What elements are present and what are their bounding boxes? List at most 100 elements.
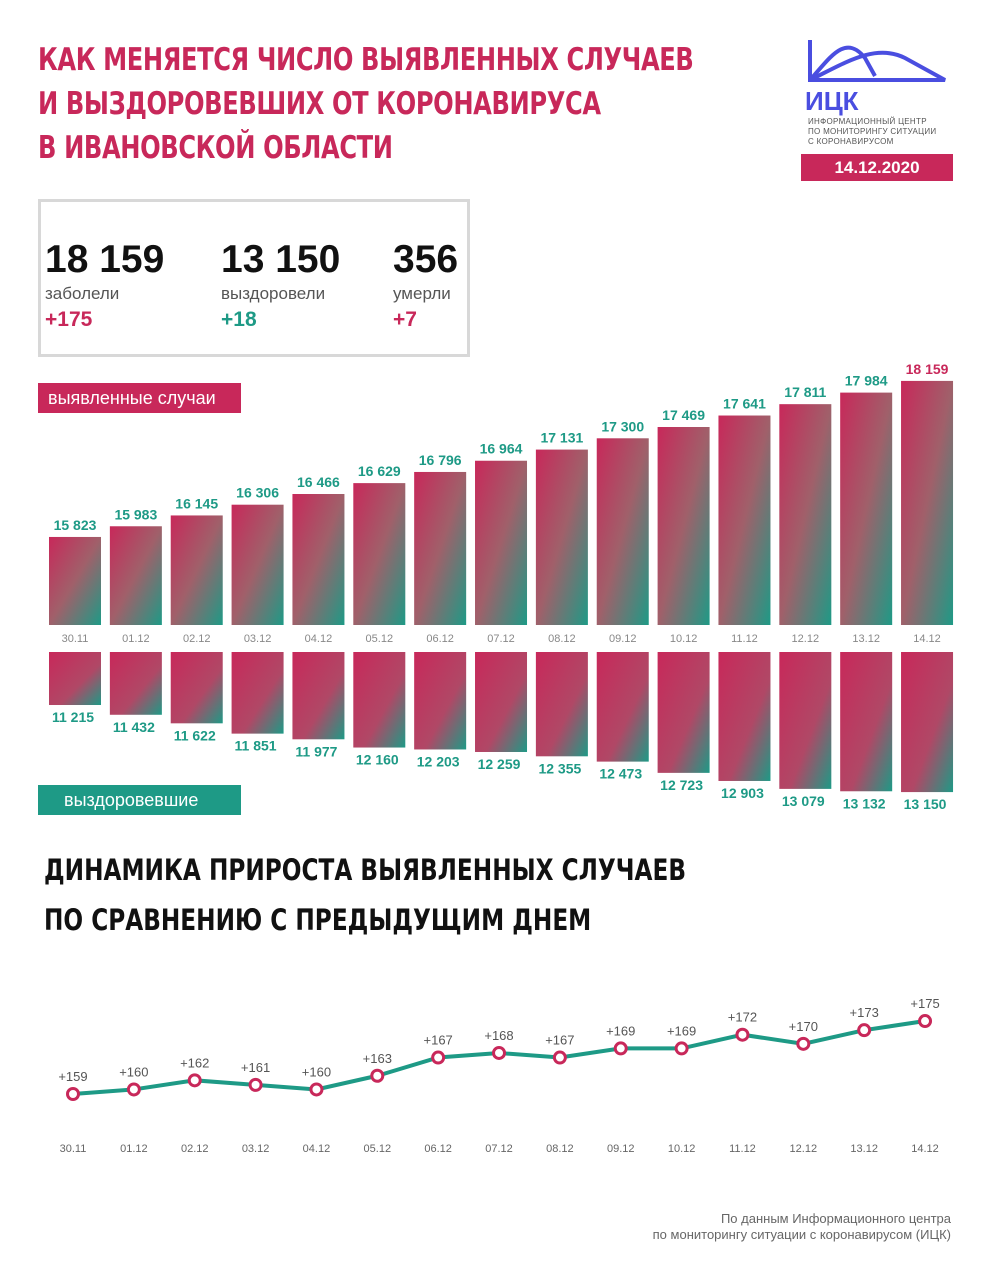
recovered-bar	[231, 652, 284, 734]
subtitle-line: ПО СРАВНЕНИЮ С ПРЕДЫДУЩИМ ДНЕМ	[44, 903, 592, 937]
date-tick: 30.11	[62, 633, 89, 645]
cases-bar-label: 17 469	[662, 407, 705, 423]
growth-label: +168	[484, 1028, 513, 1043]
recovered-bar-label: 11 432	[113, 719, 155, 735]
growth-date-tick: 13.12	[850, 1143, 878, 1155]
recovered-bar	[292, 652, 345, 740]
cases-bar-label: 16 145	[175, 495, 218, 511]
date-tick: 14.12	[913, 633, 941, 645]
growth-point	[918, 1014, 933, 1029]
cases-bar	[231, 504, 284, 625]
recovered-bar	[901, 652, 954, 793]
stat-label: умерли	[393, 284, 451, 303]
recovered-bar-label: 12 473	[599, 766, 642, 782]
cases-bar-label: 17 300	[601, 418, 644, 434]
date-tick: 02.12	[183, 633, 211, 645]
stats-box: 18 159 заболели +175 13 150 выздоровели …	[38, 199, 470, 357]
growth-date-tick: 11.12	[729, 1143, 756, 1155]
recovered-bar-label: 12 203	[417, 753, 460, 769]
cases-bar-label: 17 131	[540, 430, 583, 446]
growth-label: +162	[180, 1055, 209, 1070]
cases-bar	[353, 483, 406, 625]
stat-value: 18 159	[45, 238, 165, 281]
cases-bar	[901, 380, 954, 625]
recovered-bar	[657, 652, 710, 773]
source-note: По данным Информационного центра по мони…	[653, 1211, 951, 1243]
growth-point	[370, 1068, 385, 1083]
growth-point	[796, 1036, 811, 1051]
date-tick: 13.12	[852, 633, 880, 645]
cases-bar	[292, 494, 345, 625]
cases-bar-label: 17 984	[845, 373, 888, 389]
growth-point	[735, 1027, 750, 1042]
line-chart-title: ДИНАМИКА ПРИРОСТА ВЫЯВЛЕННЫХ СЛУЧАЕВ ПО …	[44, 845, 686, 945]
cases-bar-label: 16 796	[419, 452, 462, 468]
recovered-bar-label: 12 259	[478, 756, 521, 772]
date-tick: 11.12	[731, 633, 758, 645]
growth-label: +175	[910, 996, 939, 1011]
growth-date-tick: 09.12	[607, 1143, 635, 1155]
stat-delta: +7	[393, 308, 417, 331]
growth-date-tick: 05.12	[364, 1143, 392, 1155]
cases-bar	[414, 471, 467, 625]
cases-bar	[475, 460, 528, 625]
cases-bar-label: 16 466	[297, 474, 340, 490]
recovered-bar-label: 11 622	[174, 727, 216, 743]
recovered-bar-label: 12 723	[660, 777, 703, 793]
recovered-bar	[535, 652, 588, 757]
growth-date-tick: 07.12	[485, 1143, 513, 1155]
recovered-bar	[718, 652, 771, 781]
cases-bar-label: 16 306	[236, 485, 279, 501]
growth-date-tick: 08.12	[546, 1143, 574, 1155]
stat-deaths: 356 умерли +7	[393, 238, 458, 332]
recovered-bar-label: 13 079	[782, 793, 825, 809]
stat-label: заболели	[45, 284, 120, 303]
growth-date-tick: 04.12	[303, 1143, 331, 1155]
recovered-bar-label: 13 132	[843, 795, 886, 811]
recovered-bar	[779, 652, 832, 789]
title-line: И ВЫЗДОРОВЕВШИХ ОТ КОРОНАВИРУСА	[38, 86, 601, 122]
cases-bar	[49, 536, 101, 625]
date-tick: 05.12	[366, 633, 394, 645]
recovered-bar	[840, 652, 893, 792]
date-badge: 14.12.2020	[801, 154, 953, 181]
cases-bar	[718, 415, 771, 625]
cases-bar	[657, 427, 710, 625]
date-tick: 04.12	[305, 633, 333, 645]
recovered-bar	[109, 652, 162, 715]
growth-date-tick: 03.12	[242, 1143, 270, 1155]
stat-recovered: 13 150 выздоровели +18	[221, 238, 340, 332]
logo-abbr: ИЦК	[805, 86, 859, 116]
cases-legend-tag: выявленные случаи	[38, 383, 241, 413]
growth-date-tick: 02.12	[181, 1143, 209, 1155]
stat-delta: +18	[221, 308, 257, 331]
growth-label: +167	[545, 1033, 574, 1048]
growth-label: +173	[850, 1005, 879, 1020]
growth-point	[492, 1045, 507, 1060]
source-line: по мониторингу ситуации с коронавирусом …	[652, 1227, 951, 1242]
cases-bar	[840, 392, 893, 625]
growth-label: +172	[728, 1010, 757, 1025]
recovered-bar-label: 12 355	[538, 760, 581, 776]
growth-date-tick: 06.12	[424, 1143, 452, 1155]
growth-point	[857, 1023, 872, 1038]
cases-bar	[170, 515, 223, 625]
growth-point	[187, 1073, 202, 1088]
growth-date-tick: 01.12	[120, 1143, 148, 1155]
growth-label: +167	[424, 1033, 453, 1048]
growth-point	[613, 1041, 628, 1056]
recovered-bar	[49, 652, 101, 706]
page-title: КАК МЕНЯЕТСЯ ЧИСЛО ВЫЯВЛЕННЫХ СЛУЧАЕВ И …	[38, 38, 694, 170]
date-tick: 06.12	[426, 633, 454, 645]
recovered-legend-tag: выздоровевшие	[38, 785, 241, 815]
growth-date-tick: 10.12	[668, 1143, 696, 1155]
logo-line: ИНФОРМАЦИОННЫЙ ЦЕНТР	[808, 117, 927, 126]
growth-point	[248, 1077, 263, 1092]
growth-label: +160	[119, 1064, 148, 1079]
growth-point	[552, 1050, 567, 1065]
growth-point	[66, 1087, 80, 1101]
recovered-bar-label: 12 903	[721, 785, 764, 801]
source-line: По данным Информационного центра	[720, 1211, 951, 1226]
recovered-bar-label: 11 851	[235, 738, 277, 754]
